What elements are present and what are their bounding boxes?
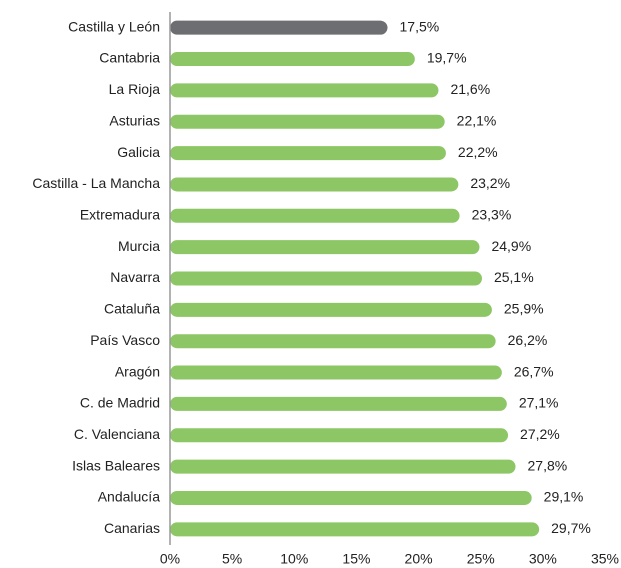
y-tick-label: La Rioja <box>109 81 161 97</box>
bar <box>170 334 496 349</box>
bar <box>170 114 445 129</box>
x-tick-label: 0% <box>160 551 180 567</box>
bar <box>170 146 446 161</box>
value-label: 27,1% <box>519 395 559 411</box>
x-tick-label: 35% <box>591 551 619 567</box>
y-tick-label: C. de Madrid <box>80 395 160 411</box>
bar <box>170 52 415 67</box>
value-label: 29,7% <box>551 520 591 536</box>
y-tick-label: Islas Baleares <box>72 457 160 473</box>
value-label: 21,6% <box>450 81 490 97</box>
value-label: 27,2% <box>520 426 560 442</box>
bar <box>170 240 480 255</box>
value-label: 25,1% <box>494 269 534 285</box>
value-label: 24,9% <box>491 238 531 254</box>
bar <box>170 396 507 411</box>
x-tick-label: 20% <box>405 551 433 567</box>
x-tick-label: 10% <box>280 551 308 567</box>
bar <box>170 522 540 537</box>
bar <box>170 428 509 443</box>
bar <box>170 20 388 35</box>
bar <box>170 83 439 98</box>
value-label: 19,7% <box>427 50 467 66</box>
y-tick-label: Galicia <box>117 144 160 160</box>
y-tick-label: Aragón <box>115 363 160 379</box>
value-label: 23,3% <box>472 206 512 222</box>
bar <box>170 490 532 505</box>
y-tick-label: Navarra <box>110 269 160 285</box>
x-tick-label: 15% <box>342 551 370 567</box>
bar <box>170 302 492 317</box>
bar <box>170 365 502 380</box>
value-label: 29,1% <box>544 489 584 505</box>
y-tick-label: Castilla y León <box>68 18 160 34</box>
value-label: 23,2% <box>470 175 510 191</box>
bar <box>170 271 482 286</box>
value-label: 26,2% <box>508 332 548 348</box>
bar <box>170 208 460 223</box>
value-label: 27,8% <box>528 457 568 473</box>
y-tick-label: Extremadura <box>80 206 160 222</box>
x-tick-label: 5% <box>222 551 242 567</box>
y-tick-label: Canarias <box>104 520 160 536</box>
y-tick-label: Asturias <box>109 112 160 128</box>
y-tick-label: Castilla - La Mancha <box>32 175 160 191</box>
value-label: 22,2% <box>458 144 498 160</box>
y-tick-label: Cantabria <box>99 50 160 66</box>
x-tick-label: 25% <box>467 551 495 567</box>
y-tick-label: País Vasco <box>90 332 160 348</box>
y-tick-label: Andalucía <box>98 489 160 505</box>
bar <box>170 459 516 474</box>
bar <box>170 177 459 192</box>
value-label: 17,5% <box>400 18 440 34</box>
y-tick-label: Murcia <box>118 238 160 254</box>
value-label: 25,9% <box>504 301 544 317</box>
value-label: 22,1% <box>457 112 497 128</box>
x-tick-label: 30% <box>529 551 557 567</box>
y-tick-label: Cataluña <box>104 301 160 317</box>
y-tick-label: C. Valenciana <box>74 426 160 442</box>
value-label: 26,7% <box>514 363 554 379</box>
